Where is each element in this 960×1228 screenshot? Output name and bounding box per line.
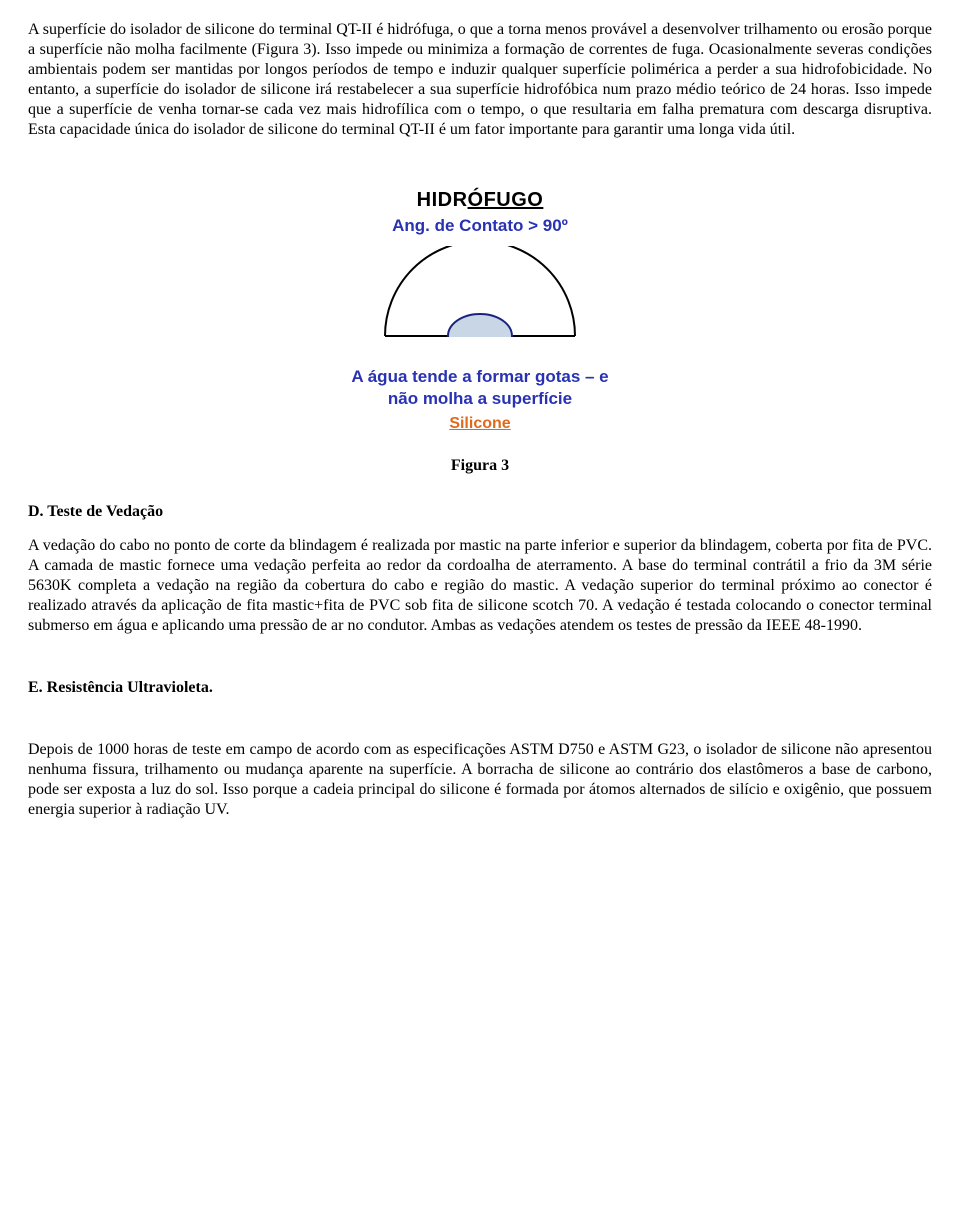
figure-desc-line1: A água tende a formar gotas – e bbox=[351, 367, 608, 386]
section-d-paragraph: A vedação do cabo no ponto de corte da b… bbox=[28, 536, 932, 636]
figure-title-part2: ÓFUGO bbox=[468, 189, 544, 211]
figure-subtitle: Ang. de Contato > 90º bbox=[28, 215, 932, 236]
figure-diagram bbox=[350, 246, 610, 356]
figure-title-part1: HIDR bbox=[417, 189, 468, 211]
intro-paragraph: A superfície do isolador de silicone do … bbox=[28, 20, 932, 140]
section-d-heading: D. Teste de Vedação bbox=[28, 502, 932, 522]
contact-angle-icon bbox=[350, 246, 610, 356]
figure-desc: A água tende a formar gotas – e não molh… bbox=[28, 366, 932, 410]
figure-material: Silicone bbox=[28, 414, 932, 434]
section-e-paragraph: Depois de 1000 horas de teste em campo d… bbox=[28, 740, 932, 820]
figure-title: HIDRÓFUGO bbox=[28, 188, 932, 213]
figure-3: HIDRÓFUGO Ang. de Contato > 90º A água t… bbox=[28, 188, 932, 476]
figure-desc-line2: não molha a superfície bbox=[388, 389, 572, 408]
figure-caption: Figura 3 bbox=[28, 456, 932, 476]
section-e-heading: E. Resistência Ultravioleta. bbox=[28, 678, 932, 698]
